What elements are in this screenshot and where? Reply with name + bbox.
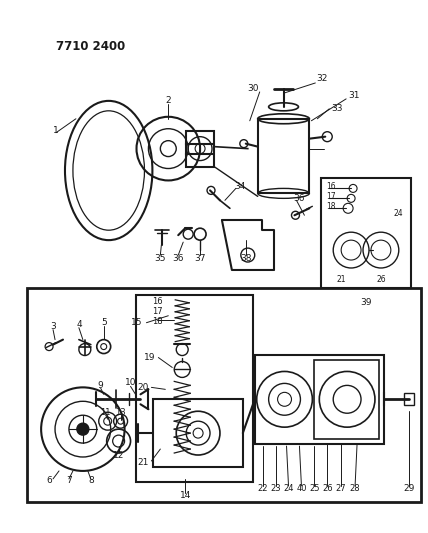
Text: 28: 28 — [350, 484, 360, 494]
Text: 18: 18 — [152, 317, 163, 326]
Text: 33: 33 — [331, 104, 343, 114]
Bar — [314, 360, 379, 439]
Text: 36: 36 — [172, 254, 184, 263]
Text: 3: 3 — [50, 322, 56, 331]
Text: 8: 8 — [88, 477, 94, 486]
Bar — [321, 179, 411, 288]
Text: 24: 24 — [393, 209, 403, 218]
Bar — [136, 295, 253, 482]
Text: 26: 26 — [322, 484, 333, 494]
Bar — [153, 399, 243, 467]
Text: 2: 2 — [166, 96, 171, 106]
Bar — [255, 354, 384, 444]
Text: 34: 34 — [234, 182, 246, 191]
Text: 30: 30 — [247, 84, 259, 93]
Text: 18: 18 — [326, 202, 336, 211]
Text: 31: 31 — [348, 91, 360, 100]
Bar — [404, 393, 414, 405]
Text: 36: 36 — [294, 194, 305, 203]
Text: 27: 27 — [336, 484, 347, 494]
Text: 13: 13 — [115, 408, 126, 417]
Text: 11: 11 — [101, 408, 111, 417]
Text: 10: 10 — [125, 378, 136, 387]
Text: 12: 12 — [113, 450, 124, 459]
Text: 21: 21 — [336, 276, 346, 285]
Text: 40: 40 — [296, 484, 307, 494]
Text: 29: 29 — [403, 484, 414, 494]
Text: 37: 37 — [194, 254, 206, 263]
Text: 24: 24 — [283, 484, 294, 494]
Text: 6: 6 — [46, 477, 52, 486]
Text: 20: 20 — [137, 383, 149, 392]
Text: 5: 5 — [101, 318, 107, 327]
Bar — [186, 131, 214, 166]
Text: 7: 7 — [66, 477, 72, 486]
Text: 16: 16 — [326, 182, 336, 191]
Text: 25: 25 — [309, 484, 320, 494]
Text: 32: 32 — [317, 75, 328, 84]
Text: 17: 17 — [152, 307, 163, 316]
Text: 35: 35 — [155, 254, 166, 263]
Text: 14: 14 — [179, 491, 191, 500]
Text: 16: 16 — [152, 297, 163, 306]
Text: 19: 19 — [144, 353, 155, 362]
Text: 26: 26 — [376, 276, 386, 285]
Text: 39: 39 — [360, 298, 372, 308]
Text: 17: 17 — [326, 192, 336, 201]
Bar — [258, 119, 309, 193]
Text: 23: 23 — [270, 484, 281, 494]
Text: 21: 21 — [137, 458, 149, 467]
Bar — [27, 288, 421, 502]
Text: 4: 4 — [76, 320, 82, 329]
Text: 38: 38 — [240, 254, 252, 263]
Circle shape — [77, 423, 89, 435]
Text: 9: 9 — [98, 381, 104, 390]
Text: 22: 22 — [257, 484, 268, 494]
Text: 15: 15 — [131, 318, 143, 327]
Text: 1: 1 — [53, 126, 59, 135]
Text: 7710 2400: 7710 2400 — [56, 39, 125, 53]
